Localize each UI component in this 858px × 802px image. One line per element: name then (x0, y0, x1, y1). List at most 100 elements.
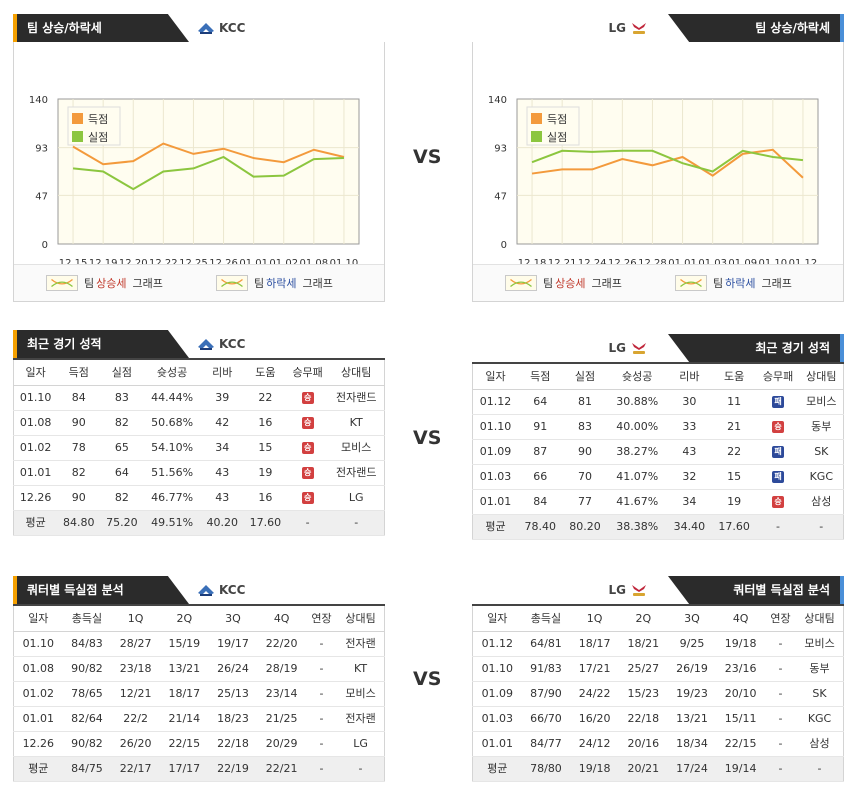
table-row: 01.02 78 65 54.10% 34 15 승 모비스 (13, 435, 385, 461)
column-header: 상대팀 (796, 605, 844, 632)
win-badge: 승 (301, 442, 314, 454)
column-header: 4Q (716, 605, 765, 632)
lg-quarter-table: 일자 총득실 1Q 2Q 3Q 4Q 연장 상대팀 01.12 64/81 18/17 18/21 9/… (472, 604, 844, 782)
table-cell: 동부 (799, 414, 844, 440)
up-prefix: 팀 (543, 277, 554, 290)
table-cell: 91 (517, 414, 563, 440)
y-tick-label: 47 (494, 191, 507, 202)
table-cell: 01.10 (472, 656, 522, 682)
table-row: 12.26 90/82 26/20 22/15 22/18 20/29- LG (13, 731, 385, 757)
average-cell: - (796, 756, 844, 782)
trend-title: 팀 상승/하락세 (13, 14, 189, 42)
x-tick-label: 01.01 (668, 258, 697, 264)
kcc-quarter-header: 쿼터별 득실점 분석 KCC (13, 576, 385, 604)
table-cell: SK (796, 681, 844, 707)
x-tick-label: 01.12 (789, 258, 818, 264)
allowed-legend-swatch (531, 131, 542, 142)
table-cell: 승 (286, 410, 329, 436)
win-badge: 승 (301, 392, 314, 404)
kcc-logo-icon (198, 339, 214, 350)
x-tick-label: 01.10 (330, 258, 359, 264)
column-header: 리바 (666, 363, 712, 390)
quarter-title: 쿼터별 득실점 분석 (13, 576, 189, 604)
table-cell: 전자랜 (337, 631, 385, 657)
x-tick-label: 01.10 (759, 258, 788, 264)
kcc-team-name: KCC (219, 337, 246, 351)
table-cell: 78/65 (62, 681, 112, 707)
average-cell: 84/75 (62, 756, 112, 782)
column-header: 상대팀 (337, 605, 385, 632)
average-cell: 평균 (472, 756, 522, 782)
column-header: 1Q (570, 605, 619, 632)
table-cell: 19/23 (667, 681, 717, 707)
table-cell: 01.08 (13, 656, 63, 682)
table-cell: 동부 (796, 656, 844, 682)
table-row: 12.26 90 82 46.77% 43 16 승 LG (13, 485, 385, 511)
average-cell: 78/80 (521, 756, 571, 782)
table-cell: 21 (711, 414, 757, 440)
table-cell: 43 (200, 485, 244, 511)
kcc-team-label: KCC (197, 21, 245, 35)
table-cell: - (305, 706, 338, 732)
win-badge: 승 (301, 492, 314, 504)
column-header: 슛성공 (143, 359, 201, 386)
win-badge: 승 (301, 417, 314, 429)
table-cell: 01.01 (472, 489, 518, 515)
column-header: 연장 (305, 605, 338, 632)
vs-label: VS (413, 427, 442, 449)
average-cell: 75.20 (100, 510, 144, 536)
column-header: 도움 (243, 359, 287, 386)
x-tick-label: 12.19 (89, 258, 118, 264)
table-cell: 22/15 (159, 731, 209, 757)
table-cell: 18/34 (667, 731, 717, 757)
lg-recent-header: LG 최근 경기 성적 (472, 334, 844, 362)
kcc-down-graph-toggle[interactable]: 팀 하락세 그래프 (216, 275, 333, 291)
table-cell: 22/20 (257, 631, 306, 657)
column-header: 3Q (667, 605, 717, 632)
y-tick-label: 47 (35, 191, 48, 202)
table-cell: 9/25 (667, 631, 717, 657)
table-cell: 16 (243, 485, 287, 511)
table-cell: 41.67% (607, 489, 667, 515)
table-row: 01.10 91/83 17/21 25/27 26/19 23/16- 동부 (472, 656, 844, 682)
y-tick-label: 93 (35, 144, 48, 155)
table-cell: 81 (562, 389, 608, 415)
kcc-team-name: KCC (219, 21, 246, 35)
table-cell: 23/18 (111, 656, 160, 682)
table-cell: 90/82 (62, 656, 112, 682)
table-cell: 41.07% (607, 464, 667, 490)
table-cell: 84/83 (62, 631, 112, 657)
table-cell: 30 (666, 389, 712, 415)
average-cell: 17/24 (667, 756, 717, 782)
table-row: 01.01 84/77 24/12 20/16 18/34 22/15- 삼성 (472, 731, 844, 757)
table-cell: 84/77 (521, 731, 571, 757)
average-cell: 평균 (13, 510, 58, 536)
down-word: 하락세 (266, 277, 297, 290)
column-header: 승무패 (756, 363, 800, 390)
vs-label: VS (413, 146, 442, 168)
table-cell: 28/27 (111, 631, 160, 657)
column-header: 실점 (562, 363, 608, 390)
column-header: 총득실 (521, 605, 571, 632)
table-cell: - (305, 731, 338, 757)
table-cell: 패 (756, 464, 800, 490)
table-cell: 01.02 (13, 435, 58, 461)
lg-quarter-header: LG 쿼터별 득실점 분석 (472, 576, 844, 604)
table-cell: 39 (200, 385, 244, 411)
average-cell: 22/19 (208, 756, 258, 782)
graph-suffix: 그래프 (302, 277, 333, 290)
table-cell: KGC (799, 464, 844, 490)
lg-logo-icon (632, 585, 646, 596)
table-cell: 모비스 (337, 681, 385, 707)
average-row: 평균 84.80 75.20 49.51% 40.20 17.60- - (13, 510, 385, 536)
table-cell: 모비스 (796, 631, 844, 657)
trend-graph-icon (505, 275, 537, 291)
kcc-up-graph-toggle[interactable]: 팀 상승세 그래프 (46, 275, 163, 291)
table-cell: 15/23 (618, 681, 668, 707)
average-cell: 38.38% (607, 514, 667, 540)
average-row: 평균 84/75 22/17 17/17 22/19 22/21- - (13, 756, 385, 782)
lg-up-graph-toggle[interactable]: 팀 상승세 그래프 (505, 275, 622, 291)
lg-team-label: LG (609, 583, 649, 597)
table-cell: 82 (100, 410, 144, 436)
lg-down-graph-toggle[interactable]: 팀 하락세 그래프 (675, 275, 792, 291)
